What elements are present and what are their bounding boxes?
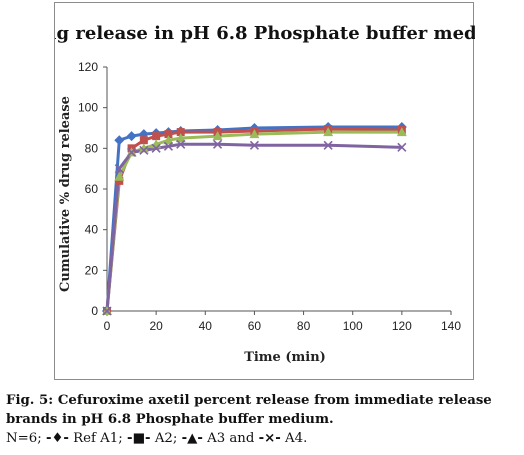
data-point-s4 bbox=[139, 145, 149, 155]
data-point-s3 bbox=[138, 143, 149, 153]
data-point-s4 bbox=[176, 139, 186, 149]
data-point-s4 bbox=[127, 147, 137, 157]
data-point-s4 bbox=[397, 142, 407, 152]
y-ticks: 0 20 40 60 80 100 120 bbox=[78, 60, 107, 318]
y-tick-label: 40 bbox=[85, 223, 99, 237]
data-point-s4 bbox=[163, 141, 173, 151]
data-point-s2 bbox=[152, 132, 161, 141]
caption-legend-line: N=6; -♦- Ref A1; -■- A2; -▲- A3 and -×- … bbox=[6, 429, 518, 448]
data-point-s3 bbox=[249, 129, 260, 139]
series-line-4 bbox=[105, 142, 402, 312]
series-line-3 bbox=[105, 130, 402, 312]
data-point-s3 bbox=[175, 133, 186, 143]
x-tick-label: 140 bbox=[441, 319, 461, 333]
x-tick-label: 60 bbox=[248, 319, 262, 333]
data-point-s4 bbox=[114, 164, 124, 174]
data-point-s2 bbox=[176, 128, 185, 137]
data-point-s4 bbox=[323, 140, 333, 150]
axes bbox=[106, 67, 451, 312]
x-tick-label: 0 bbox=[104, 319, 111, 333]
y-tick-label: 60 bbox=[85, 182, 99, 196]
series-line-1 bbox=[105, 125, 402, 312]
legend-label-a3: A3 and bbox=[207, 431, 255, 446]
x-axis-label: Time (min) bbox=[244, 350, 326, 365]
x-ticks: 0 20 40 60 80 100 120 140 bbox=[104, 311, 461, 333]
y-tick-label: 120 bbox=[78, 60, 98, 74]
x-tick-label: 20 bbox=[149, 319, 163, 333]
x-tick-label: 80 bbox=[297, 319, 311, 333]
data-point-s3 bbox=[114, 171, 125, 181]
data-point-s3 bbox=[163, 135, 174, 145]
data-point-s4 bbox=[102, 306, 112, 316]
legend-marker-diamond: -♦- bbox=[45, 431, 69, 446]
data-point-s4 bbox=[151, 143, 161, 153]
data-point-s2 bbox=[164, 130, 173, 139]
legend-label-a4: A4. bbox=[285, 431, 308, 446]
chart-frame: Drug release in pH 6.8 Phosphate buffer … bbox=[54, 2, 475, 380]
caption-fig-label: Fig. 5: bbox=[6, 393, 54, 408]
legend-marker-triangle: -▲- bbox=[181, 431, 203, 446]
data-point-s4 bbox=[213, 139, 223, 149]
x-tick-label: 40 bbox=[199, 319, 213, 333]
caption-n-label: N=6; bbox=[6, 431, 42, 446]
legend-label-a1: Ref A1; bbox=[73, 431, 123, 446]
data-point-s4 bbox=[249, 140, 259, 150]
data-point-s3 bbox=[396, 127, 407, 137]
x-tick-label: 120 bbox=[392, 319, 412, 333]
data-point-s2 bbox=[139, 136, 148, 145]
series-markers bbox=[102, 121, 407, 316]
series-line-2 bbox=[105, 127, 402, 312]
data-point-s1 bbox=[114, 135, 125, 146]
legend-marker-x: -×- bbox=[258, 431, 281, 446]
series-lines bbox=[105, 125, 402, 312]
data-point-s2 bbox=[115, 176, 124, 185]
chart-svg: Drug release in pH 6.8 Phosphate buffer … bbox=[55, 23, 475, 365]
data-point-s3 bbox=[212, 131, 223, 141]
y-axis-label: Cumulative % drug release bbox=[58, 96, 73, 292]
caption-text: Cefuroxime axetil percent release from i… bbox=[6, 393, 492, 427]
y-tick-label: 0 bbox=[91, 304, 98, 318]
caption-line: Fig. 5: Cefuroxime axetil percent releas… bbox=[6, 391, 518, 429]
y-tick-label: 80 bbox=[85, 141, 99, 155]
data-point-s1 bbox=[126, 131, 137, 142]
y-tick-label: 20 bbox=[85, 263, 99, 277]
y-tick-label: 100 bbox=[78, 101, 98, 115]
legend-label-a2: A2; bbox=[154, 431, 178, 446]
figure-caption: Fig. 5: Cefuroxime axetil percent releas… bbox=[6, 391, 518, 448]
legend-marker-square: -■- bbox=[126, 431, 151, 446]
chart-title: Drug release in pH 6.8 Phosphate buffer … bbox=[55, 23, 475, 44]
x-tick-label: 100 bbox=[343, 319, 363, 333]
data-point-s3 bbox=[323, 127, 334, 137]
